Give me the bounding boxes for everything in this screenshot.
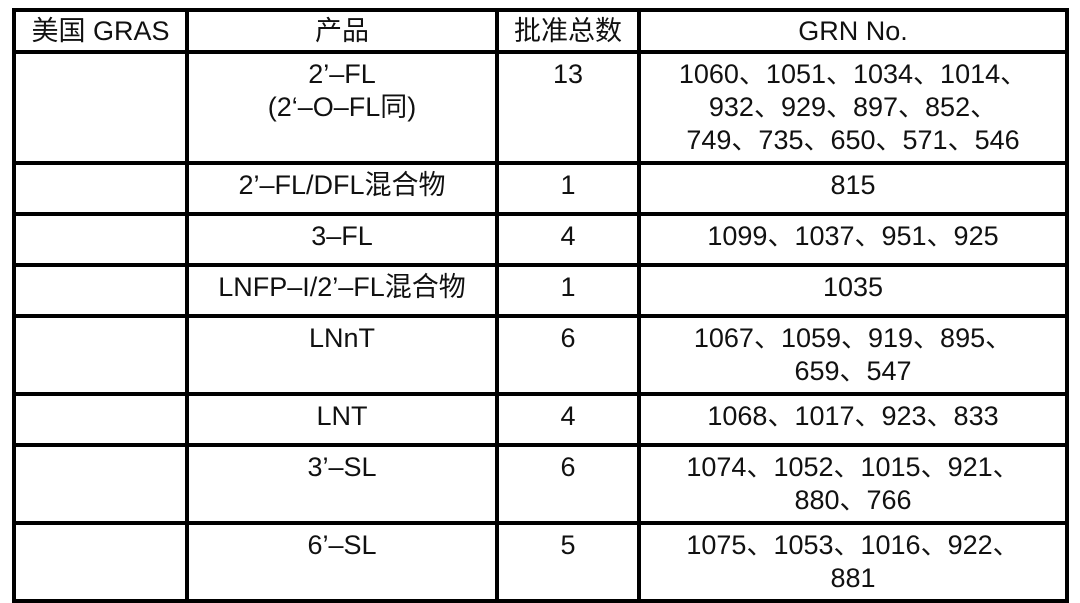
cell-product: 3’–SL [185, 443, 499, 525]
cell-region [12, 263, 189, 318]
cell-grn: 1067、1059、919、895、 659、547 [637, 314, 1069, 396]
cell-product: 2’–FL/DFL混合物 [185, 161, 499, 216]
table-row: 3–FL 4 1099、1037、951、925 [12, 212, 1069, 267]
cell-count: 6 [495, 443, 641, 525]
cell-product: 3–FL [185, 212, 499, 267]
cell-region [12, 314, 189, 396]
cell-grn: 1035 [637, 263, 1069, 318]
table-row: 6’–SL 5 1075、1053、1016、922、 881 [12, 521, 1069, 603]
table-row: 2’–FL/DFL混合物 1 815 [12, 161, 1069, 216]
cell-count: 5 [495, 521, 641, 603]
table-row: 3’–SL 6 1074、1052、1015、921、 880、766 [12, 443, 1069, 525]
cell-product: 6’–SL [185, 521, 499, 603]
table-row: 2’–FL (2‘–O–FL同) 13 1060、1051、1034、1014、… [12, 50, 1069, 165]
cell-product: 2’–FL (2‘–O–FL同) [185, 50, 499, 165]
table-row: LNT 4 1068、1017、923、833 [12, 392, 1069, 447]
table-row: LNnT 6 1067、1059、919、895、 659、547 [12, 314, 1069, 396]
cell-region [12, 392, 189, 447]
cell-grn: 1099、1037、951、925 [637, 212, 1069, 267]
cell-region [12, 50, 189, 165]
cell-grn: 1075、1053、1016、922、 881 [637, 521, 1069, 603]
cell-count: 4 [495, 392, 641, 447]
cell-region [12, 521, 189, 603]
cell-grn: 1074、1052、1015、921、 880、766 [637, 443, 1069, 525]
col-header-approval-total: 批准总数 [495, 8, 641, 54]
cell-region [12, 161, 189, 216]
cell-grn: 1060、1051、1034、1014、 932、929、897、852、 74… [637, 50, 1069, 165]
cell-count: 1 [495, 263, 641, 318]
table-row: LNFP–I/2’–FL混合物 1 1035 [12, 263, 1069, 318]
col-header-us-gras: 美国 GRAS [12, 8, 189, 54]
cell-grn: 1068、1017、923、833 [637, 392, 1069, 447]
cell-product: LNnT [185, 314, 499, 396]
cell-product: LNT [185, 392, 499, 447]
col-header-product: 产品 [185, 8, 499, 54]
cell-count: 13 [495, 50, 641, 165]
col-header-grn-no: GRN No. [637, 8, 1069, 54]
cell-region [12, 443, 189, 525]
header-row: 美国 GRAS 产品 批准总数 GRN No. [12, 8, 1069, 54]
cell-count: 1 [495, 161, 641, 216]
cell-count: 6 [495, 314, 641, 396]
gras-approvals-table: 美国 GRAS 产品 批准总数 GRN No. 2’–FL (2‘–O–FL同)… [12, 8, 1069, 603]
cell-grn: 815 [637, 161, 1069, 216]
cell-region [12, 212, 189, 267]
table-container: 美国 GRAS 产品 批准总数 GRN No. 2’–FL (2‘–O–FL同)… [12, 8, 1069, 603]
cell-product: LNFP–I/2’–FL混合物 [185, 263, 499, 318]
cell-count: 4 [495, 212, 641, 267]
